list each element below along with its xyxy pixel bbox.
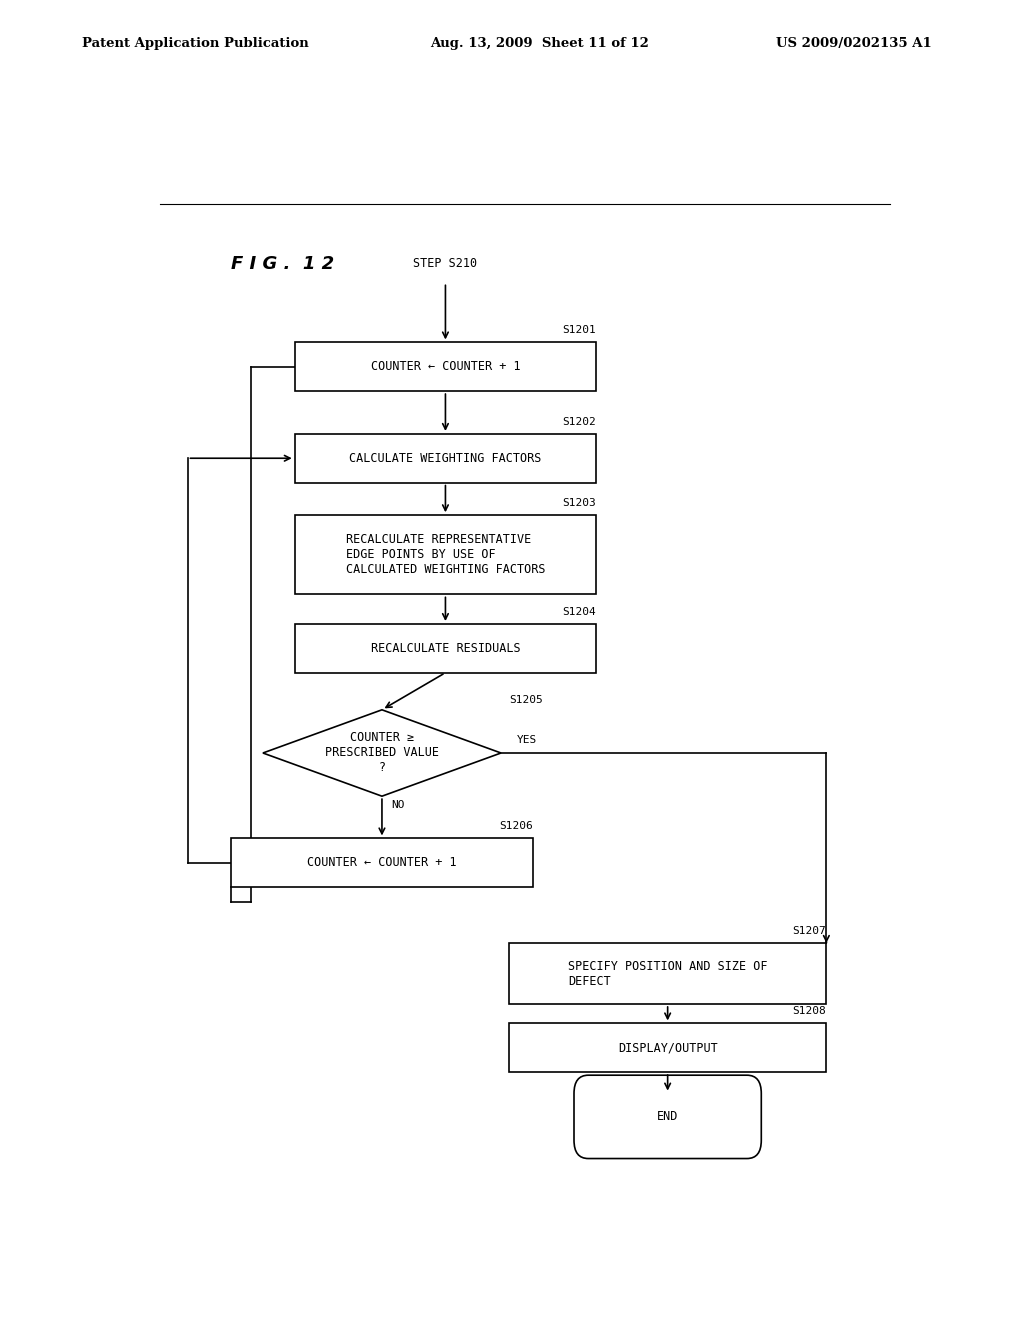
Text: S1204: S1204 (562, 607, 596, 616)
Text: STEP S210: STEP S210 (414, 257, 477, 271)
Text: S1202: S1202 (562, 417, 596, 426)
Text: NO: NO (391, 800, 404, 810)
Text: RECALCULATE RESIDUALS: RECALCULATE RESIDUALS (371, 642, 520, 655)
Text: S1205: S1205 (509, 694, 543, 705)
Text: US 2009/0202135 A1: US 2009/0202135 A1 (776, 37, 932, 50)
Text: S1203: S1203 (562, 498, 596, 508)
Text: F I G .  1 2: F I G . 1 2 (231, 255, 334, 273)
Text: S1207: S1207 (793, 925, 826, 936)
Text: RECALCULATE REPRESENTATIVE
EDGE POINTS BY USE OF
CALCULATED WEIGHTING FACTORS: RECALCULATE REPRESENTATIVE EDGE POINTS B… (346, 533, 545, 577)
Text: END: END (657, 1110, 678, 1123)
FancyBboxPatch shape (574, 1076, 761, 1159)
Text: COUNTER ≥
PRESCRIBED VALUE
?: COUNTER ≥ PRESCRIBED VALUE ? (325, 731, 439, 775)
FancyBboxPatch shape (295, 342, 596, 391)
Text: COUNTER ← COUNTER + 1: COUNTER ← COUNTER + 1 (371, 360, 520, 374)
Polygon shape (263, 710, 501, 796)
Text: Aug. 13, 2009  Sheet 11 of 12: Aug. 13, 2009 Sheet 11 of 12 (430, 37, 649, 50)
FancyBboxPatch shape (295, 515, 596, 594)
Text: Patent Application Publication: Patent Application Publication (82, 37, 308, 50)
Text: CALCULATE WEIGHTING FACTORS: CALCULATE WEIGHTING FACTORS (349, 451, 542, 465)
Text: S1208: S1208 (793, 1006, 826, 1016)
Text: S1201: S1201 (562, 325, 596, 335)
Text: YES: YES (517, 735, 538, 744)
FancyBboxPatch shape (295, 434, 596, 483)
Text: SPECIFY POSITION AND SIZE OF
DEFECT: SPECIFY POSITION AND SIZE OF DEFECT (568, 960, 767, 987)
Text: DISPLAY/OUTPUT: DISPLAY/OUTPUT (617, 1041, 718, 1055)
Text: COUNTER ← COUNTER + 1: COUNTER ← COUNTER + 1 (307, 857, 457, 870)
Text: S1206: S1206 (499, 821, 532, 832)
FancyBboxPatch shape (295, 624, 596, 673)
FancyBboxPatch shape (509, 942, 826, 1005)
FancyBboxPatch shape (509, 1023, 826, 1072)
FancyBboxPatch shape (231, 838, 532, 887)
